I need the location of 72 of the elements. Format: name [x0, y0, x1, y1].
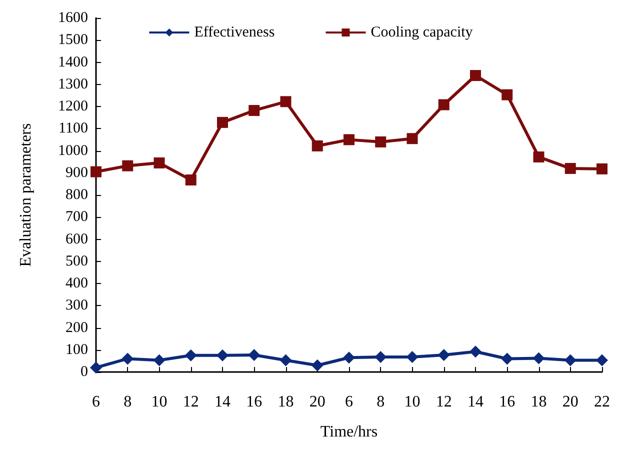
x-tick-label: 10: [404, 394, 420, 410]
x-axis-title: Time/hrs: [320, 424, 378, 440]
x-tick-label: 14: [468, 394, 484, 410]
x-tick-label: 16: [246, 394, 262, 410]
x-tick-label: 18: [530, 394, 547, 410]
point: [564, 354, 576, 366]
x-tick-label: 18: [278, 394, 294, 410]
x-tick-label: 8: [124, 394, 132, 410]
y-tick-label: 1500: [58, 32, 88, 48]
legend-label: Cooling capacity: [370, 24, 474, 40]
x-tick-label: 12: [436, 394, 452, 410]
point: [184, 349, 197, 362]
point: [90, 362, 102, 374]
x-tick-label: 20: [309, 394, 326, 410]
point: [216, 349, 228, 362]
point: [248, 348, 260, 361]
point: [470, 346, 482, 358]
point: [564, 162, 576, 174]
y-tick-label: 300: [66, 298, 88, 314]
y-tick-label: 500: [66, 253, 88, 270]
y-tick-label: 800: [66, 187, 88, 203]
point: [153, 354, 166, 366]
point: [154, 157, 165, 168]
x-tick-label: 20: [562, 394, 578, 410]
x-tick-label: 16: [499, 394, 516, 410]
y-tick-label: 0: [80, 364, 88, 380]
point: [502, 89, 513, 100]
point: [280, 96, 292, 108]
y-tick-label: 600: [66, 231, 88, 248]
y-axis-title: Evaluation parameters: [18, 123, 34, 267]
point: [470, 70, 481, 82]
y-tick-label: 1000: [58, 142, 88, 159]
point: [406, 350, 418, 363]
y-tick-label: 1400: [58, 54, 88, 70]
y-tick-label: 1200: [58, 98, 88, 114]
y-tick-label: 200: [66, 320, 88, 336]
point: [311, 359, 324, 372]
point: [374, 350, 387, 363]
point: [438, 348, 450, 361]
point: [122, 160, 134, 172]
point: [596, 354, 608, 366]
point: [344, 134, 354, 146]
x-tick-label: 10: [151, 394, 168, 410]
y-tick-label: 900: [66, 164, 88, 181]
point: [312, 140, 323, 152]
y-tick-label: 1600: [58, 10, 88, 26]
legend-label: Effectiveness: [194, 24, 275, 40]
point: [438, 99, 450, 110]
x-tick-label: 6: [345, 394, 353, 410]
y-tick-label: 1100: [58, 120, 88, 137]
y-tick-label: 400: [66, 276, 88, 292]
y-tick-label: 100: [66, 342, 88, 358]
y-tick-label: 1300: [58, 76, 88, 92]
y-tick-label: 700: [66, 209, 88, 226]
point: [248, 104, 260, 116]
point: [596, 163, 608, 174]
x-tick-label: 6: [92, 394, 100, 410]
x-tick-label: 8: [376, 394, 385, 410]
point: [406, 133, 418, 144]
point: [280, 354, 292, 366]
point: [90, 166, 102, 178]
point: [375, 136, 386, 148]
point: [185, 174, 196, 186]
point: [501, 352, 514, 365]
point: [343, 352, 355, 364]
point: [532, 352, 545, 364]
point: [533, 151, 544, 162]
point: [217, 116, 228, 128]
point: [122, 352, 134, 365]
x-tick-label: 22: [594, 394, 610, 410]
x-tick-label: 14: [214, 394, 230, 410]
x-tick-label: 12: [182, 394, 199, 410]
